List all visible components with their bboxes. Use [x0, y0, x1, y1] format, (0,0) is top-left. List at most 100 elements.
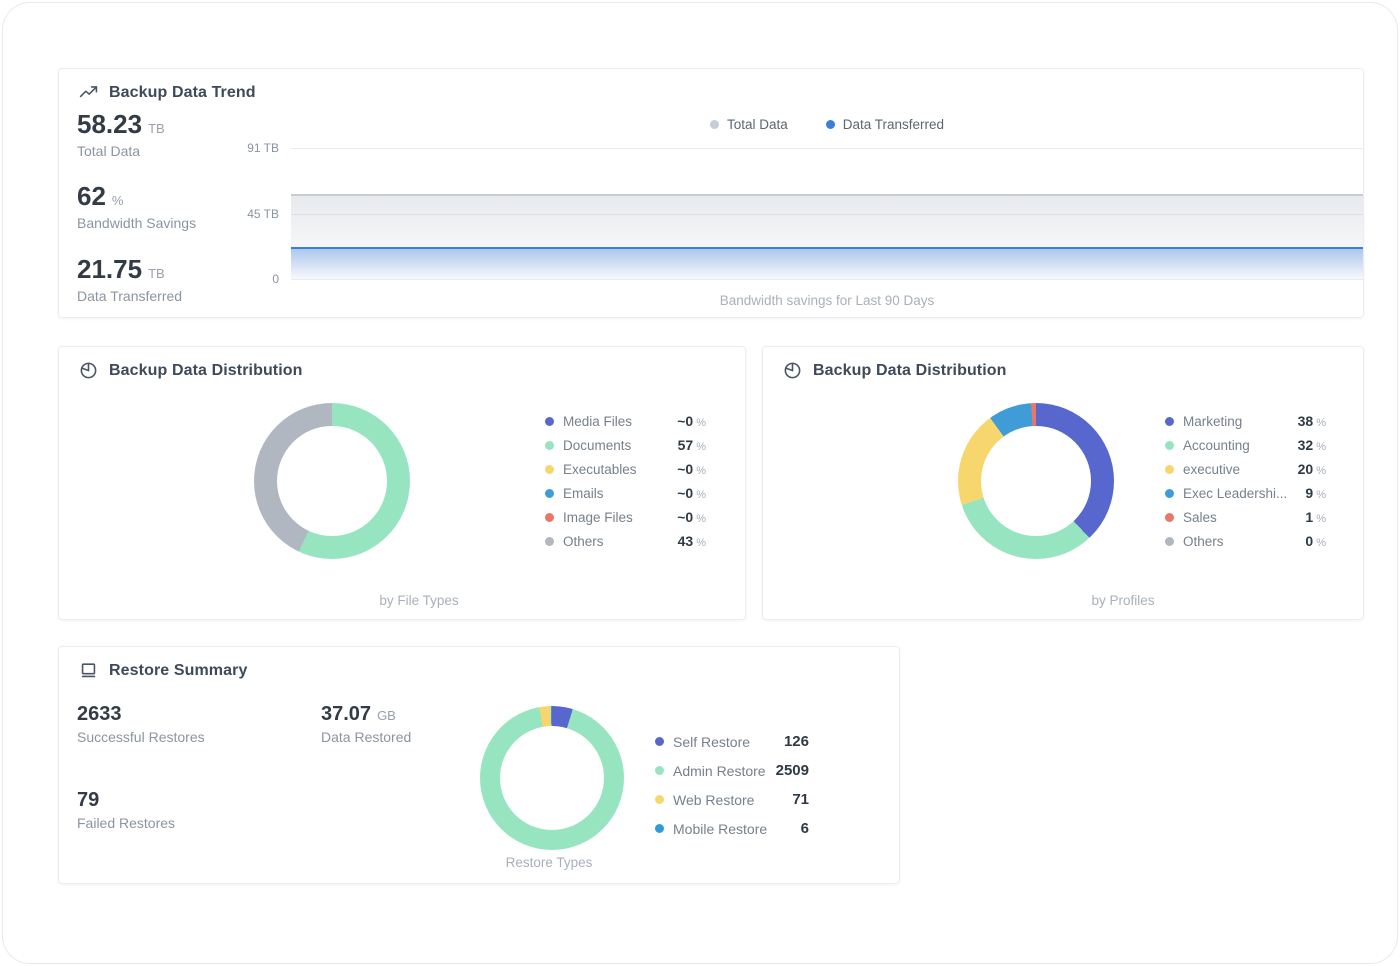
- data-transferred-line: [291, 246, 1363, 249]
- legend-label: Accounting: [1183, 437, 1250, 453]
- legend-restore-types: Self Restore 126 Admin Restore 2509 Web Rest…: [655, 727, 809, 843]
- legend-label: Marketing: [1183, 413, 1243, 429]
- stat-value: 79: [77, 789, 100, 811]
- legend-dot: [825, 120, 835, 129]
- gridline: [291, 279, 1363, 280]
- trend-chart-legend: Total Data Data Transferred: [291, 117, 1363, 132]
- legend-item[interactable]: Others 0%: [1165, 529, 1326, 553]
- legend-item[interactable]: Self Restore 126: [655, 727, 809, 756]
- stat-unit: TB: [148, 266, 165, 281]
- legend-profiles: Marketing 38% Accounting 32% executive 20% Exe…: [1165, 409, 1326, 553]
- monitor-icon: [81, 663, 96, 678]
- legend-item[interactable]: executive 20%: [1165, 457, 1326, 481]
- legend-label: Self Restore: [673, 733, 751, 750]
- legend-label: Total Data: [726, 117, 788, 132]
- legend-value: ~0: [677, 485, 694, 501]
- legend-dot: [545, 440, 554, 450]
- legend-value: 126: [783, 733, 809, 750]
- legend-item[interactable]: Exec Leadershi... 9%: [1165, 481, 1326, 505]
- stat-label: Failed Restores: [77, 815, 176, 831]
- legend-value: ~0: [677, 461, 694, 477]
- legend-value: 2509: [775, 762, 809, 779]
- legend-item[interactable]: Media Files ~0%: [545, 409, 706, 433]
- legend-label: Admin Restore: [673, 762, 766, 779]
- legend-value: 0: [1305, 533, 1314, 549]
- stat-value: 21.75: [77, 254, 143, 284]
- data-transferred-area: [291, 247, 1363, 279]
- card-title: Restore Summary: [109, 661, 248, 679]
- legend-unit: %: [696, 513, 706, 525]
- stat-value: 37.07: [321, 703, 372, 725]
- legend-value: 9: [1305, 485, 1314, 501]
- backup-distribution-file-types-card: Backup Data Distribution Media Files ~0% D…: [58, 346, 746, 620]
- legend-label: Exec Leadershi...: [1183, 485, 1288, 501]
- legend-item[interactable]: Mobile Restore 6: [655, 814, 809, 843]
- legend-label: Emails: [563, 485, 604, 501]
- legend-item[interactable]: Executables ~0%: [545, 457, 706, 481]
- stat-label: Data Restored: [321, 729, 412, 745]
- card-header: Backup Data Distribution: [783, 361, 1007, 380]
- legend-label: Media Files: [563, 413, 633, 429]
- legend-value: 20: [1297, 461, 1314, 477]
- stat-successful-restores: 2633 Successful Restores: [77, 703, 205, 745]
- gridline: [291, 214, 1363, 216]
- legend-item[interactable]: Others 43%: [545, 529, 706, 553]
- legend-item[interactable]: Image Files ~0%: [545, 505, 706, 529]
- backup-data-trend-card: Backup Data Trend 58.23 TB Total Data 62…: [58, 68, 1364, 318]
- legend-unit: %: [696, 417, 706, 429]
- legend-item[interactable]: Data Transferred: [825, 117, 945, 132]
- legend-unit: %: [1316, 537, 1326, 549]
- legend-value: 6: [800, 820, 809, 837]
- chart-caption: by Profiles: [1091, 593, 1155, 608]
- legend-dot: [545, 464, 554, 474]
- legend-item[interactable]: Sales 1%: [1165, 505, 1326, 529]
- legend-item[interactable]: Web Restore 71: [655, 785, 809, 814]
- legend-label: Data Transferred: [842, 117, 945, 132]
- legend-label: Mobile Restore: [673, 820, 768, 837]
- legend-unit: %: [696, 489, 706, 501]
- legend-value: 57: [677, 437, 694, 453]
- stat-unit: TB: [148, 121, 165, 136]
- y-axis-tick: 0: [272, 272, 279, 286]
- legend-item[interactable]: Total Data: [709, 117, 788, 132]
- legend-item[interactable]: Admin Restore 2509: [655, 756, 809, 785]
- donut-chart-profiles[interactable]: [958, 403, 1114, 559]
- legend-item[interactable]: Accounting 32%: [1165, 433, 1326, 457]
- legend-item[interactable]: Marketing 38%: [1165, 409, 1326, 433]
- legend-label: Web Restore: [673, 791, 755, 808]
- legend-value: 43: [677, 533, 694, 549]
- legend-dot: [1165, 416, 1174, 426]
- stat-value: 58.23: [77, 109, 143, 139]
- legend-dot: [709, 120, 719, 129]
- total-data-line: [291, 194, 1363, 197]
- donut-chart-file-types[interactable]: [254, 403, 410, 559]
- trend-plot: 91 TB 45 TB 0: [247, 141, 1363, 286]
- stat-label: Data Transferred: [77, 288, 183, 304]
- card-header: Backup Data Distribution: [79, 361, 303, 380]
- legend-dot: [545, 416, 554, 426]
- chart-caption: Bandwidth savings for Last 90 Days: [719, 293, 935, 308]
- pie-chart-icon: [80, 362, 97, 379]
- legend-value: ~0: [677, 509, 694, 525]
- trending-up-icon: [79, 86, 98, 98]
- legend-item[interactable]: Documents 57%: [545, 433, 706, 457]
- legend-unit: %: [696, 537, 706, 549]
- pie-chart-icon: [784, 362, 801, 379]
- legend-label: Executables: [563, 461, 637, 477]
- stat-bandwidth-savings: 62 % Bandwidth Savings: [77, 181, 196, 231]
- stat-failed-restores: 79 Failed Restores: [77, 789, 175, 831]
- legend-label: Documents: [563, 437, 632, 453]
- legend-value: ~0: [677, 413, 694, 429]
- donut-chart-restore-types[interactable]: [480, 706, 624, 850]
- card-title: Backup Data Trend: [109, 83, 256, 101]
- legend-value: 38: [1297, 413, 1314, 429]
- stat-data-transferred: 21.75 TB Data Transferred: [77, 254, 182, 304]
- y-axis-tick: 45 TB: [247, 207, 279, 222]
- legend-dot: [545, 536, 554, 546]
- legend-item[interactable]: Emails ~0%: [545, 481, 706, 505]
- legend-unit: %: [1316, 489, 1326, 501]
- card-header: Backup Data Trend: [79, 83, 256, 102]
- card-title: Backup Data Distribution: [813, 361, 1007, 379]
- gridline: [291, 148, 1363, 149]
